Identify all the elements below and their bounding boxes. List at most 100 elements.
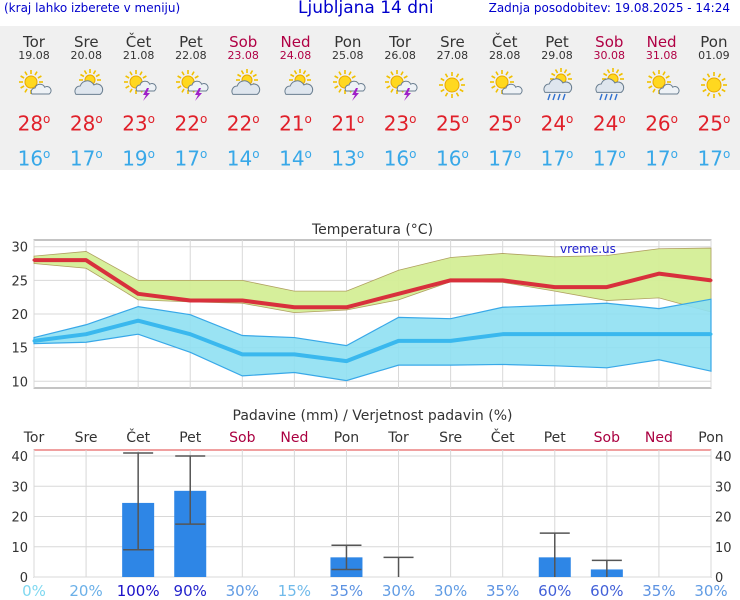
data-point bbox=[84, 258, 88, 262]
y-tick-label: 10 bbox=[11, 375, 28, 390]
max-temperature: 22o bbox=[226, 111, 260, 136]
degree-symbol: o bbox=[566, 146, 574, 161]
probability-label: 30% bbox=[434, 582, 467, 600]
data-point bbox=[136, 292, 140, 296]
x-tick-label: Pet bbox=[544, 430, 567, 446]
max-temperature: 23o bbox=[122, 111, 155, 136]
x-tick-label: Sob bbox=[229, 430, 255, 446]
max-temperature: 23o bbox=[383, 111, 417, 136]
data-point bbox=[709, 278, 713, 282]
day-date: 26.08 bbox=[384, 49, 416, 62]
y-tick-label-right: 10 bbox=[715, 541, 732, 556]
temperature-chart-title: Temperatura (°C) bbox=[311, 222, 433, 238]
day-date: 23.08 bbox=[227, 49, 259, 62]
rain-sun-icon bbox=[589, 68, 629, 102]
min-temperature-band bbox=[33, 298, 712, 382]
forecast-day: Ned 31.08 26o 17o bbox=[636, 26, 688, 170]
y-tick-label-left: 40 bbox=[11, 450, 28, 465]
day-date: 22.08 bbox=[175, 49, 207, 62]
min-temperature: 16o bbox=[435, 146, 469, 171]
y-tick-label: 20 bbox=[11, 308, 28, 323]
rain-sun-icon bbox=[537, 68, 577, 102]
y-tick-label-right: 0 bbox=[715, 571, 723, 586]
sun-icon bbox=[432, 68, 472, 102]
day-name: Pet bbox=[545, 33, 569, 51]
cloudy-sun-icon bbox=[223, 68, 263, 102]
x-tick-label: Ned bbox=[280, 430, 308, 446]
degree-symbol: o bbox=[670, 146, 678, 161]
x-tick-label: Čet bbox=[126, 428, 150, 446]
y-tick-label: 15 bbox=[11, 342, 28, 357]
temperature-chart: 10 15 20 25 30 Temperatura (°C) vreme.us bbox=[11, 222, 713, 390]
thunderstorm-sun-icon bbox=[380, 68, 420, 102]
min-temperature-line bbox=[33, 318, 711, 364]
day-name: Sre bbox=[440, 33, 465, 51]
data-point bbox=[188, 332, 192, 336]
data-point bbox=[553, 332, 557, 336]
day-date: 19.08 bbox=[18, 49, 50, 62]
degree-symbol: o bbox=[43, 112, 51, 126]
header-bar: (kraj lahko izberete v meniju) Ljubljana… bbox=[0, 0, 740, 22]
x-tick-label: Pet bbox=[179, 430, 202, 446]
day-name: Ned bbox=[280, 33, 311, 51]
degree-symbol: o bbox=[356, 146, 365, 161]
min-temperature: 17o bbox=[174, 146, 208, 171]
y-tick-label: 30 bbox=[11, 241, 28, 256]
degree-symbol: o bbox=[95, 146, 103, 161]
y-tick-label-left: 30 bbox=[11, 480, 28, 495]
data-point bbox=[657, 332, 661, 336]
data-point bbox=[397, 339, 401, 343]
degree-symbol: o bbox=[513, 146, 522, 161]
day-name: Pon bbox=[334, 33, 362, 51]
y-tick-label-left: 0 bbox=[20, 571, 28, 586]
min-temperature: 17o bbox=[697, 146, 731, 171]
thunderstorm-sun-icon bbox=[119, 68, 159, 102]
max-temperature: 25o bbox=[697, 111, 731, 136]
degree-symbol: o bbox=[618, 112, 626, 126]
data-point bbox=[136, 319, 140, 323]
location-hint[interactable]: (kraj lahko izberete v meniju) bbox=[4, 1, 181, 15]
data-point bbox=[501, 278, 505, 282]
x-tick-label: Sob bbox=[594, 430, 620, 446]
min-temperature: 17o bbox=[645, 146, 678, 171]
degree-symbol: o bbox=[461, 146, 469, 161]
degree-symbol: o bbox=[356, 112, 365, 126]
degree-symbol: o bbox=[252, 146, 260, 161]
day-date: 20.08 bbox=[70, 49, 103, 62]
day-name: Tor bbox=[23, 33, 45, 51]
page-title: Ljubljana 14 dni bbox=[298, 0, 434, 18]
x-tick-label: Tor bbox=[387, 430, 409, 446]
degree-symbol: o bbox=[566, 112, 574, 126]
day-name: Čet bbox=[491, 33, 518, 51]
data-point bbox=[344, 305, 348, 309]
watermark: vreme.us bbox=[560, 242, 616, 256]
forecast-day: Čet 21.08 23o 19o bbox=[113, 26, 165, 170]
x-tick-label: Ned bbox=[645, 430, 673, 446]
x-tick-label: Čet bbox=[491, 428, 515, 446]
day-date: 29.08 bbox=[541, 49, 573, 62]
max-temperature: 25o bbox=[435, 111, 469, 136]
forecast-day: Sre 27.08 25o 16o bbox=[426, 26, 478, 170]
data-point bbox=[32, 258, 36, 262]
data-point bbox=[657, 272, 661, 276]
sun-cloud-icon bbox=[485, 68, 525, 102]
probability-label: 30% bbox=[382, 582, 415, 600]
day-name: Pet bbox=[179, 33, 203, 51]
min-temperature: 17o bbox=[488, 146, 522, 171]
probability-label: 35% bbox=[486, 582, 519, 600]
day-name: Tor bbox=[389, 33, 412, 51]
degree-symbol: o bbox=[513, 112, 522, 126]
degree-symbol: o bbox=[409, 112, 417, 126]
data-point bbox=[709, 332, 713, 336]
min-temperature: 13o bbox=[331, 146, 365, 171]
forecast-day: Pon 01.09 25o 17o bbox=[688, 26, 740, 170]
day-date: 31.08 bbox=[645, 49, 678, 62]
min-temperature: 17o bbox=[592, 146, 626, 171]
day-date: 21.08 bbox=[122, 49, 155, 62]
forecast-day: Sob 23.08 22o 14o bbox=[217, 26, 269, 170]
min-temperature: 19o bbox=[122, 146, 155, 171]
data-point bbox=[605, 332, 609, 336]
x-tick-label: Sre bbox=[75, 430, 98, 446]
degree-symbol: o bbox=[95, 112, 103, 126]
